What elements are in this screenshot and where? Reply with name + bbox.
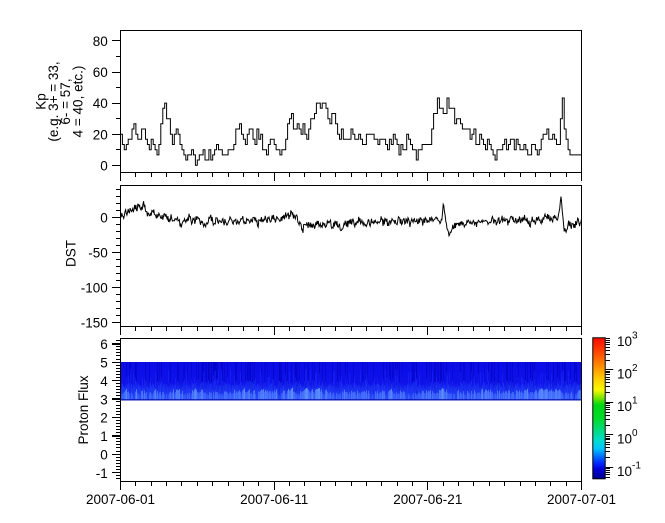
svg-text:80: 80 [93,34,108,49]
svg-text:2: 2 [100,411,108,426]
svg-text:-1: -1 [96,466,108,481]
svg-text:2007-06-21: 2007-06-21 [393,492,462,507]
svg-text:DST: DST [64,240,79,267]
svg-text:2007-07-01: 2007-07-01 [547,492,616,507]
svg-text:5: 5 [100,356,108,371]
svg-text:0: 0 [100,448,108,463]
svg-text:(e.g. 3+ = 33,: (e.g. 3+ = 33, [46,61,61,141]
svg-text:-150: -150 [81,315,108,330]
svg-text:2007-06-11: 2007-06-11 [240,492,308,507]
svg-text:0: 0 [100,158,108,173]
svg-text:20: 20 [93,127,108,142]
svg-text:40: 40 [93,96,108,111]
svg-text:4 = 40, etc.): 4 = 40, etc.) [71,66,86,138]
svg-text:60: 60 [93,65,108,80]
svg-text:4: 4 [100,374,108,389]
svg-text:1: 1 [100,429,108,444]
svg-text:3: 3 [100,392,108,407]
svg-text:6- = 57,: 6- = 57, [58,78,73,124]
svg-text:2007-06-01: 2007-06-01 [86,492,155,507]
svg-text:6: 6 [100,337,108,352]
svg-text:Kp: Kp [34,93,49,110]
svg-text:Proton Flux: Proton Flux [76,375,91,444]
svg-text:-100: -100 [81,281,108,296]
svg-text:0: 0 [100,211,108,226]
svg-text:-50: -50 [88,246,108,261]
